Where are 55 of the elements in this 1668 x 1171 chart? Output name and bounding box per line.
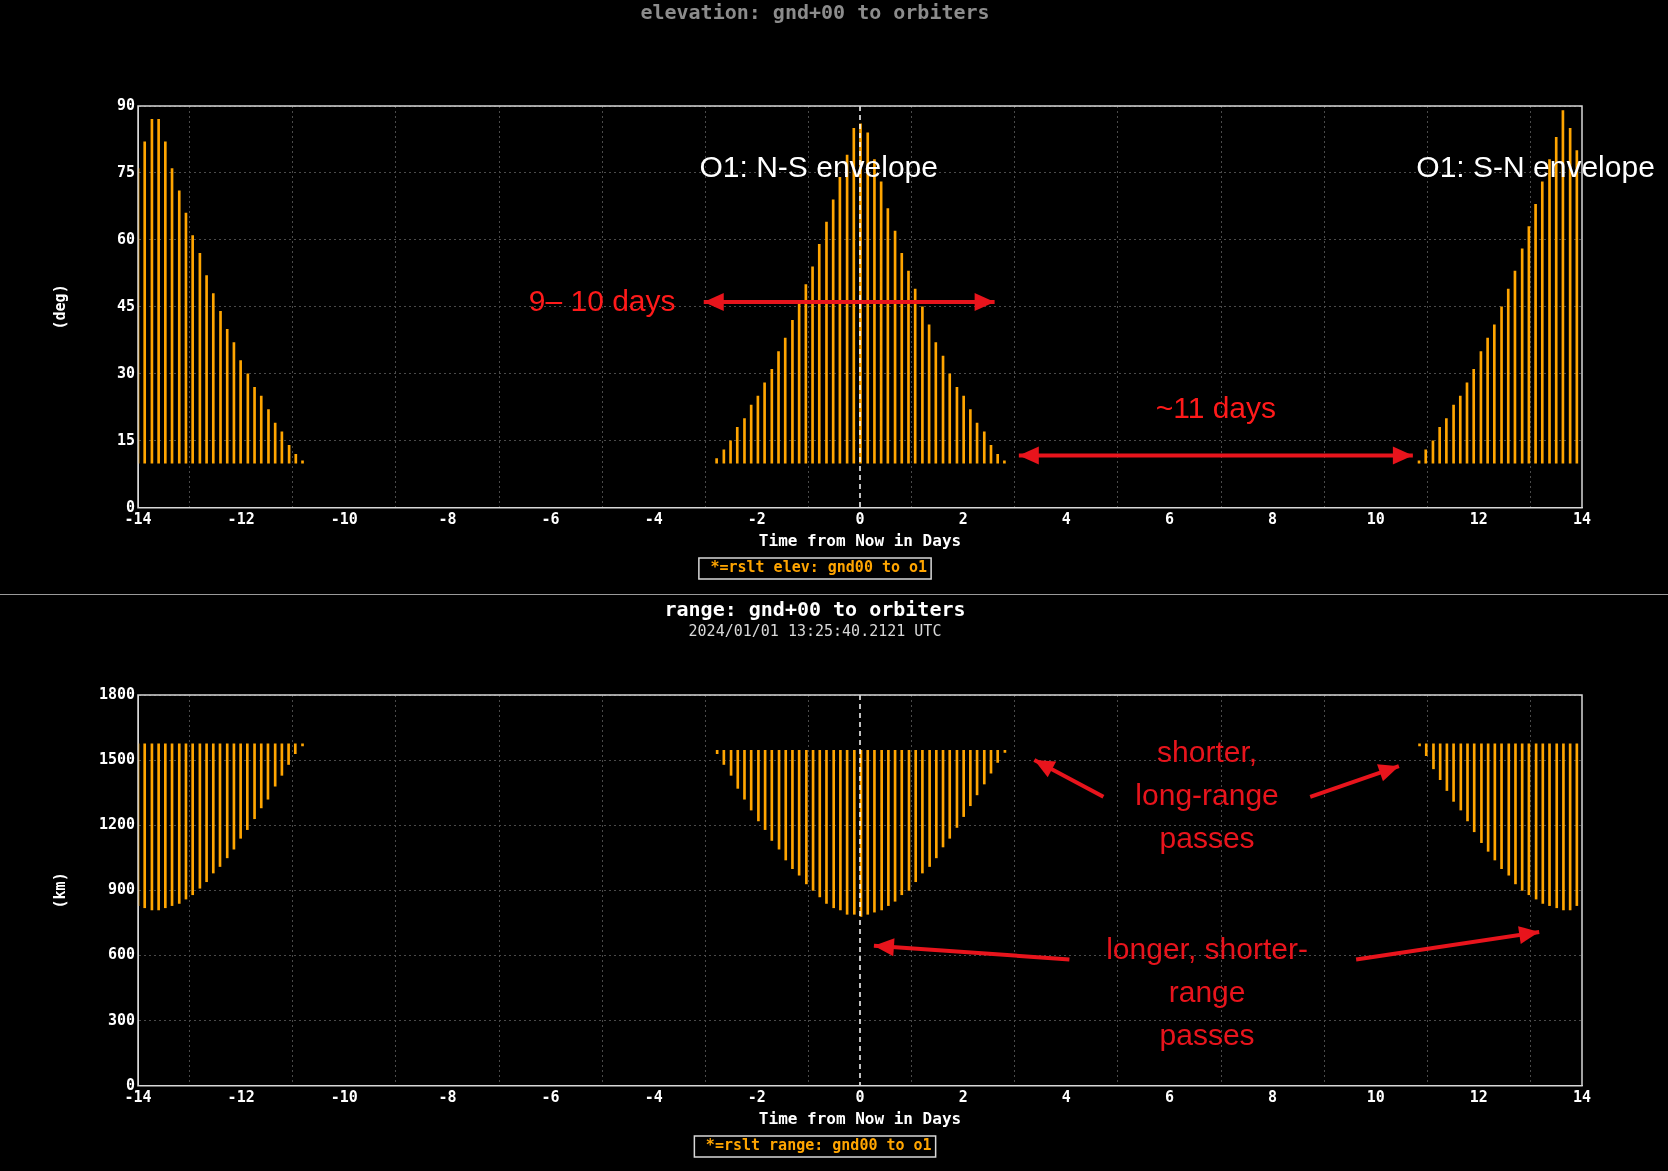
y-tick-label: 0: [125, 1075, 135, 1094]
x-tick-label: -10: [330, 509, 358, 528]
x-tick-label: -12: [227, 509, 255, 528]
x-tick-label: 6: [1164, 509, 1174, 528]
x-tick-label: -12: [227, 1087, 255, 1106]
x-tick-label: -4: [644, 509, 663, 528]
x-tick-label: 4: [1061, 509, 1071, 528]
y-tick-label: 45: [116, 296, 135, 315]
y-tick-label: 1200: [98, 815, 135, 834]
x-tick-label: 2: [958, 509, 968, 528]
chart-subtitle: 2024/01/01 13:25:40.2121 UTC: [688, 621, 942, 640]
x-tick-label: 0: [855, 509, 865, 528]
x-tick-label: 14: [1572, 1087, 1592, 1106]
x-tick-label: 10: [1366, 1087, 1385, 1106]
chart-title: range: gnd+00 to orbiters: [664, 597, 966, 622]
x-tick-label: -2: [747, 1087, 766, 1106]
x-tick-label: -2: [747, 509, 766, 528]
y-tick-label: 15: [116, 430, 135, 449]
x-tick-label: -10: [330, 1087, 358, 1106]
y-tick-label: 30: [116, 363, 135, 382]
annotation: ~11 days: [1155, 390, 1277, 424]
x-tick-label: 10: [1366, 509, 1385, 528]
x-axis-title: Time from Now in Days: [758, 1108, 962, 1128]
x-axis-title: Time from Now in Days: [758, 530, 962, 550]
x-tick-label: -6: [541, 1087, 560, 1106]
x-tick-label: -8: [438, 1087, 457, 1106]
x-tick-label: 4: [1061, 1087, 1071, 1106]
y-tick-label: 60: [116, 229, 135, 248]
y-axis-title: (deg): [50, 284, 69, 330]
y-tick-label: 75: [116, 162, 135, 181]
y-tick-label: 600: [107, 945, 135, 964]
text: *=rslt elev: gnd00 to o1: [710, 558, 928, 577]
y-tick-label: 900: [107, 880, 135, 899]
y-tick-label: 0: [125, 497, 135, 516]
x-tick-label: -6: [541, 509, 560, 528]
x-tick-label: 14: [1572, 509, 1592, 528]
y-tick-label: 90: [116, 95, 135, 114]
text: *=rslt range: gnd00 to o1: [705, 1136, 932, 1155]
x-tick-label: -4: [644, 1087, 663, 1106]
x-tick-label: 8: [1268, 509, 1278, 528]
x-tick-label: 6: [1164, 1087, 1174, 1106]
annotation: shorter, long-range passes: [1135, 735, 1279, 855]
chart-title: elevation: gnd+00 to orbiters: [640, 0, 990, 25]
x-tick-label: 0: [855, 1087, 865, 1106]
x-tick-label: 2: [958, 1087, 968, 1106]
y-axis-title: (km): [50, 872, 69, 909]
x-tick-label: -8: [438, 509, 457, 528]
x-tick-label: 12: [1469, 1087, 1488, 1106]
x-tick-label: 8: [1268, 1087, 1278, 1106]
x-tick-label: 12: [1469, 509, 1488, 528]
annotation: 9– 10 days: [528, 283, 676, 317]
y-tick-label: 300: [107, 1010, 135, 1029]
y-tick-label: 1800: [98, 684, 135, 703]
annotation: longer, shorter- range passes: [1106, 931, 1308, 1051]
y-tick-label: 1500: [98, 750, 135, 769]
